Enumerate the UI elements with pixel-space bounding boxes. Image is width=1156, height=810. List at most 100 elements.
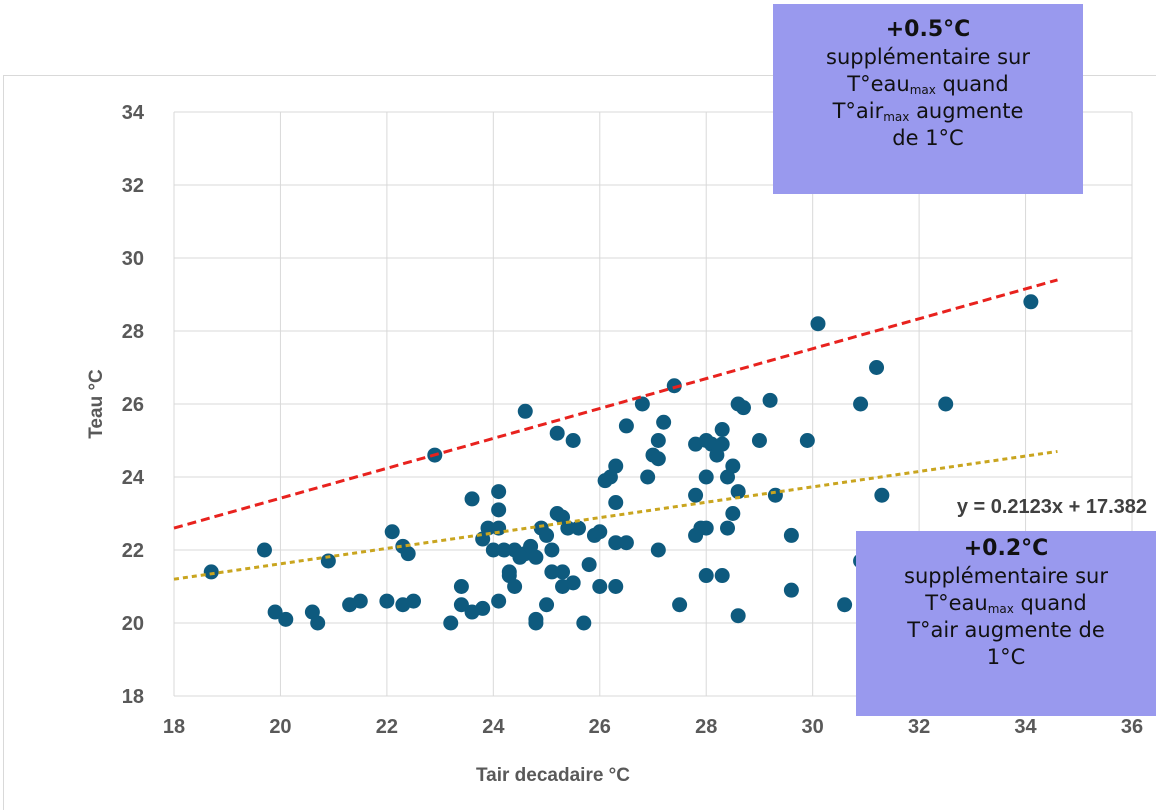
data-point xyxy=(491,484,507,500)
y-tick-label: 18 xyxy=(122,686,144,708)
data-point xyxy=(560,520,576,536)
data-point xyxy=(256,542,272,558)
data-point xyxy=(539,597,555,613)
x-tick-label: 24 xyxy=(482,716,505,738)
data-point xyxy=(267,604,283,620)
data-point xyxy=(783,527,799,543)
data-point xyxy=(528,549,544,565)
data-point xyxy=(507,579,523,594)
x-axis-title: Tair decadaire °C xyxy=(476,765,630,786)
annotation-bottom-header: +0.2°C xyxy=(963,536,1049,561)
annotation-top-line2: T°eaumax quand xyxy=(847,72,1009,97)
x-tick-label: 28 xyxy=(695,716,717,738)
data-point xyxy=(320,553,336,569)
data-point xyxy=(762,392,778,408)
data-point xyxy=(443,615,459,631)
data-point xyxy=(576,615,592,631)
data-point xyxy=(555,564,571,580)
data-point xyxy=(491,502,507,518)
data-point xyxy=(735,400,751,416)
data-point xyxy=(650,451,666,467)
data-point xyxy=(539,527,555,543)
x-tick-label: 26 xyxy=(589,716,611,738)
data-point xyxy=(464,491,480,507)
data-point xyxy=(640,469,656,485)
data-point xyxy=(608,579,624,594)
trendline-equation: y = 0.2123x + 17.382 xyxy=(957,496,1147,518)
data-point xyxy=(565,575,581,591)
annotation-top-line3: T°airmax augmente xyxy=(832,99,1024,124)
data-point xyxy=(698,568,714,584)
y-tick-label: 28 xyxy=(122,321,144,343)
x-tick-label: 32 xyxy=(908,716,930,738)
annotation-bottom-line4: 1°C xyxy=(986,645,1026,669)
data-point xyxy=(496,542,512,558)
data-point xyxy=(608,535,624,551)
data-point xyxy=(1023,294,1039,310)
annotation-top-header: +0.5°C xyxy=(885,17,971,42)
data-point xyxy=(379,593,395,609)
y-axis-title: Teau °C xyxy=(86,369,107,439)
trendline xyxy=(173,449,1058,581)
annotation-trend-slope: +0.2°C supplémentaire sur T°eaumax quand… xyxy=(856,531,1156,716)
data-point xyxy=(352,593,368,609)
data-point xyxy=(869,360,885,375)
data-point xyxy=(666,378,682,394)
data-point xyxy=(751,433,767,448)
y-tick-label: 22 xyxy=(122,540,144,562)
data-point xyxy=(720,520,736,536)
data-point xyxy=(608,495,624,511)
data-point xyxy=(730,608,746,624)
data-point xyxy=(688,487,704,503)
x-tick-label: 20 xyxy=(269,716,291,738)
data-point xyxy=(544,542,560,558)
data-point xyxy=(453,579,469,594)
y-tick-label: 34 xyxy=(122,102,145,124)
data-point xyxy=(608,458,624,474)
data-point xyxy=(278,611,294,627)
annotation-bottom-line2: T°eaumax quand xyxy=(925,591,1087,616)
annotation-max-slope: +0.5°C supplémentaire sur T°eaumax quand… xyxy=(773,4,1083,194)
data-point xyxy=(453,597,469,613)
data-point xyxy=(837,597,853,613)
annotation-top-line4: de 1°C xyxy=(892,126,964,150)
x-tick-label: 18 xyxy=(163,716,185,738)
data-point xyxy=(517,403,533,419)
data-point xyxy=(656,414,672,430)
data-point xyxy=(406,593,421,609)
data-point xyxy=(528,611,544,627)
data-point xyxy=(810,316,826,332)
data-point xyxy=(618,418,634,434)
y-tick-label: 26 xyxy=(122,394,144,416)
data-point xyxy=(491,593,507,609)
data-point xyxy=(714,436,730,452)
data-point xyxy=(203,564,219,580)
y-tick-label: 20 xyxy=(122,613,144,635)
data-point xyxy=(714,568,730,584)
data-point xyxy=(618,535,634,551)
data-point xyxy=(485,542,501,558)
data-point xyxy=(549,425,565,441)
data-point xyxy=(725,458,741,474)
data-point xyxy=(799,433,815,448)
data-point xyxy=(874,487,890,503)
data-point xyxy=(725,506,741,521)
data-point xyxy=(650,433,666,448)
annotation-top-line1: supplémentaire sur xyxy=(826,45,1030,69)
y-tick-label: 30 xyxy=(122,248,144,270)
data-point xyxy=(384,524,400,540)
data-point xyxy=(475,600,491,616)
data-point xyxy=(565,433,581,448)
x-tick-label: 22 xyxy=(376,716,398,738)
annotation-bottom-line3: T°air augmente de xyxy=(907,618,1105,642)
data-point xyxy=(853,396,869,412)
data-point xyxy=(698,520,714,536)
x-tick-label: 36 xyxy=(1121,716,1143,738)
x-tick-label: 30 xyxy=(802,716,824,738)
data-point xyxy=(480,520,496,536)
data-point xyxy=(672,597,688,613)
data-point xyxy=(544,564,560,580)
y-tick-label: 24 xyxy=(122,467,145,489)
data-point xyxy=(730,484,746,500)
